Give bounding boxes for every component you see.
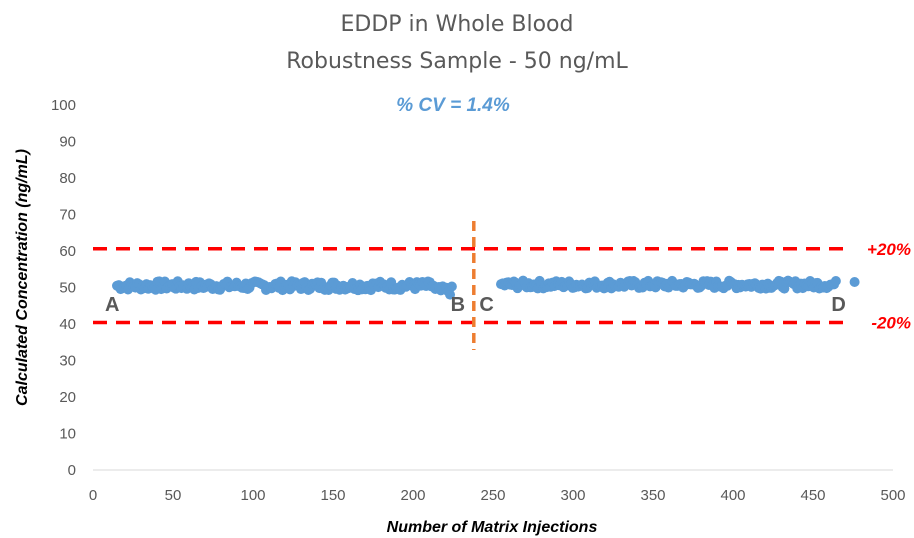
x-tick-label: 450 xyxy=(800,487,825,504)
y-tick-label: 100 xyxy=(51,97,76,114)
x-tick-label: 200 xyxy=(400,487,425,504)
y-tick-label: 90 xyxy=(59,134,76,151)
x-tick-label: 250 xyxy=(480,487,505,504)
point-label-d: D xyxy=(831,294,845,316)
y-tick-label: 70 xyxy=(59,207,76,224)
y-tick-label: 40 xyxy=(59,316,76,333)
y-tick-label: 30 xyxy=(59,353,76,370)
data-point xyxy=(445,289,456,300)
data-points xyxy=(112,275,860,300)
x-tick-label: 0 xyxy=(89,487,97,504)
x-tick-label: 100 xyxy=(240,487,265,504)
point-label-a: A xyxy=(105,294,119,316)
x-tick-label: 300 xyxy=(560,487,585,504)
y-tick-label: 20 xyxy=(59,389,76,406)
upper-limit-label: +20% xyxy=(867,240,911,259)
y-tick-label: 10 xyxy=(59,426,76,443)
point-label-b: B xyxy=(451,294,465,316)
point-label-c: C xyxy=(479,294,493,316)
y-tick-label: 50 xyxy=(59,280,76,297)
chart-title: EDDP in Whole Blood xyxy=(341,12,574,37)
x-tick-label: 400 xyxy=(720,487,745,504)
x-tick-label: 350 xyxy=(640,487,665,504)
x-tick-label: 500 xyxy=(880,487,905,504)
y-tick-label: 0 xyxy=(68,462,76,479)
data-point xyxy=(830,276,841,287)
y-tick-label: 80 xyxy=(59,170,76,187)
cv-label: % CV = 1.4% xyxy=(396,95,510,116)
x-tick-label: 150 xyxy=(320,487,345,504)
lower-limit-label: -20% xyxy=(871,314,911,333)
chart-subtitle: Robustness Sample - 50 ng/mL xyxy=(286,49,628,74)
data-point xyxy=(849,277,860,288)
x-axis-title: Number of Matrix Injections xyxy=(387,519,598,536)
y-tick-label: 60 xyxy=(59,243,76,260)
data-point xyxy=(446,281,457,292)
y-axis-ticks: 0 10 20 30 40 50 60 70 80 90 100 xyxy=(51,97,76,479)
x-axis-ticks: 0 50 100 150 200 250 300 350 400 450 500 xyxy=(89,487,906,504)
x-tick-label: 50 xyxy=(165,487,182,504)
y-axis-title: Calculated Concentration (ng/mL) xyxy=(14,149,31,406)
